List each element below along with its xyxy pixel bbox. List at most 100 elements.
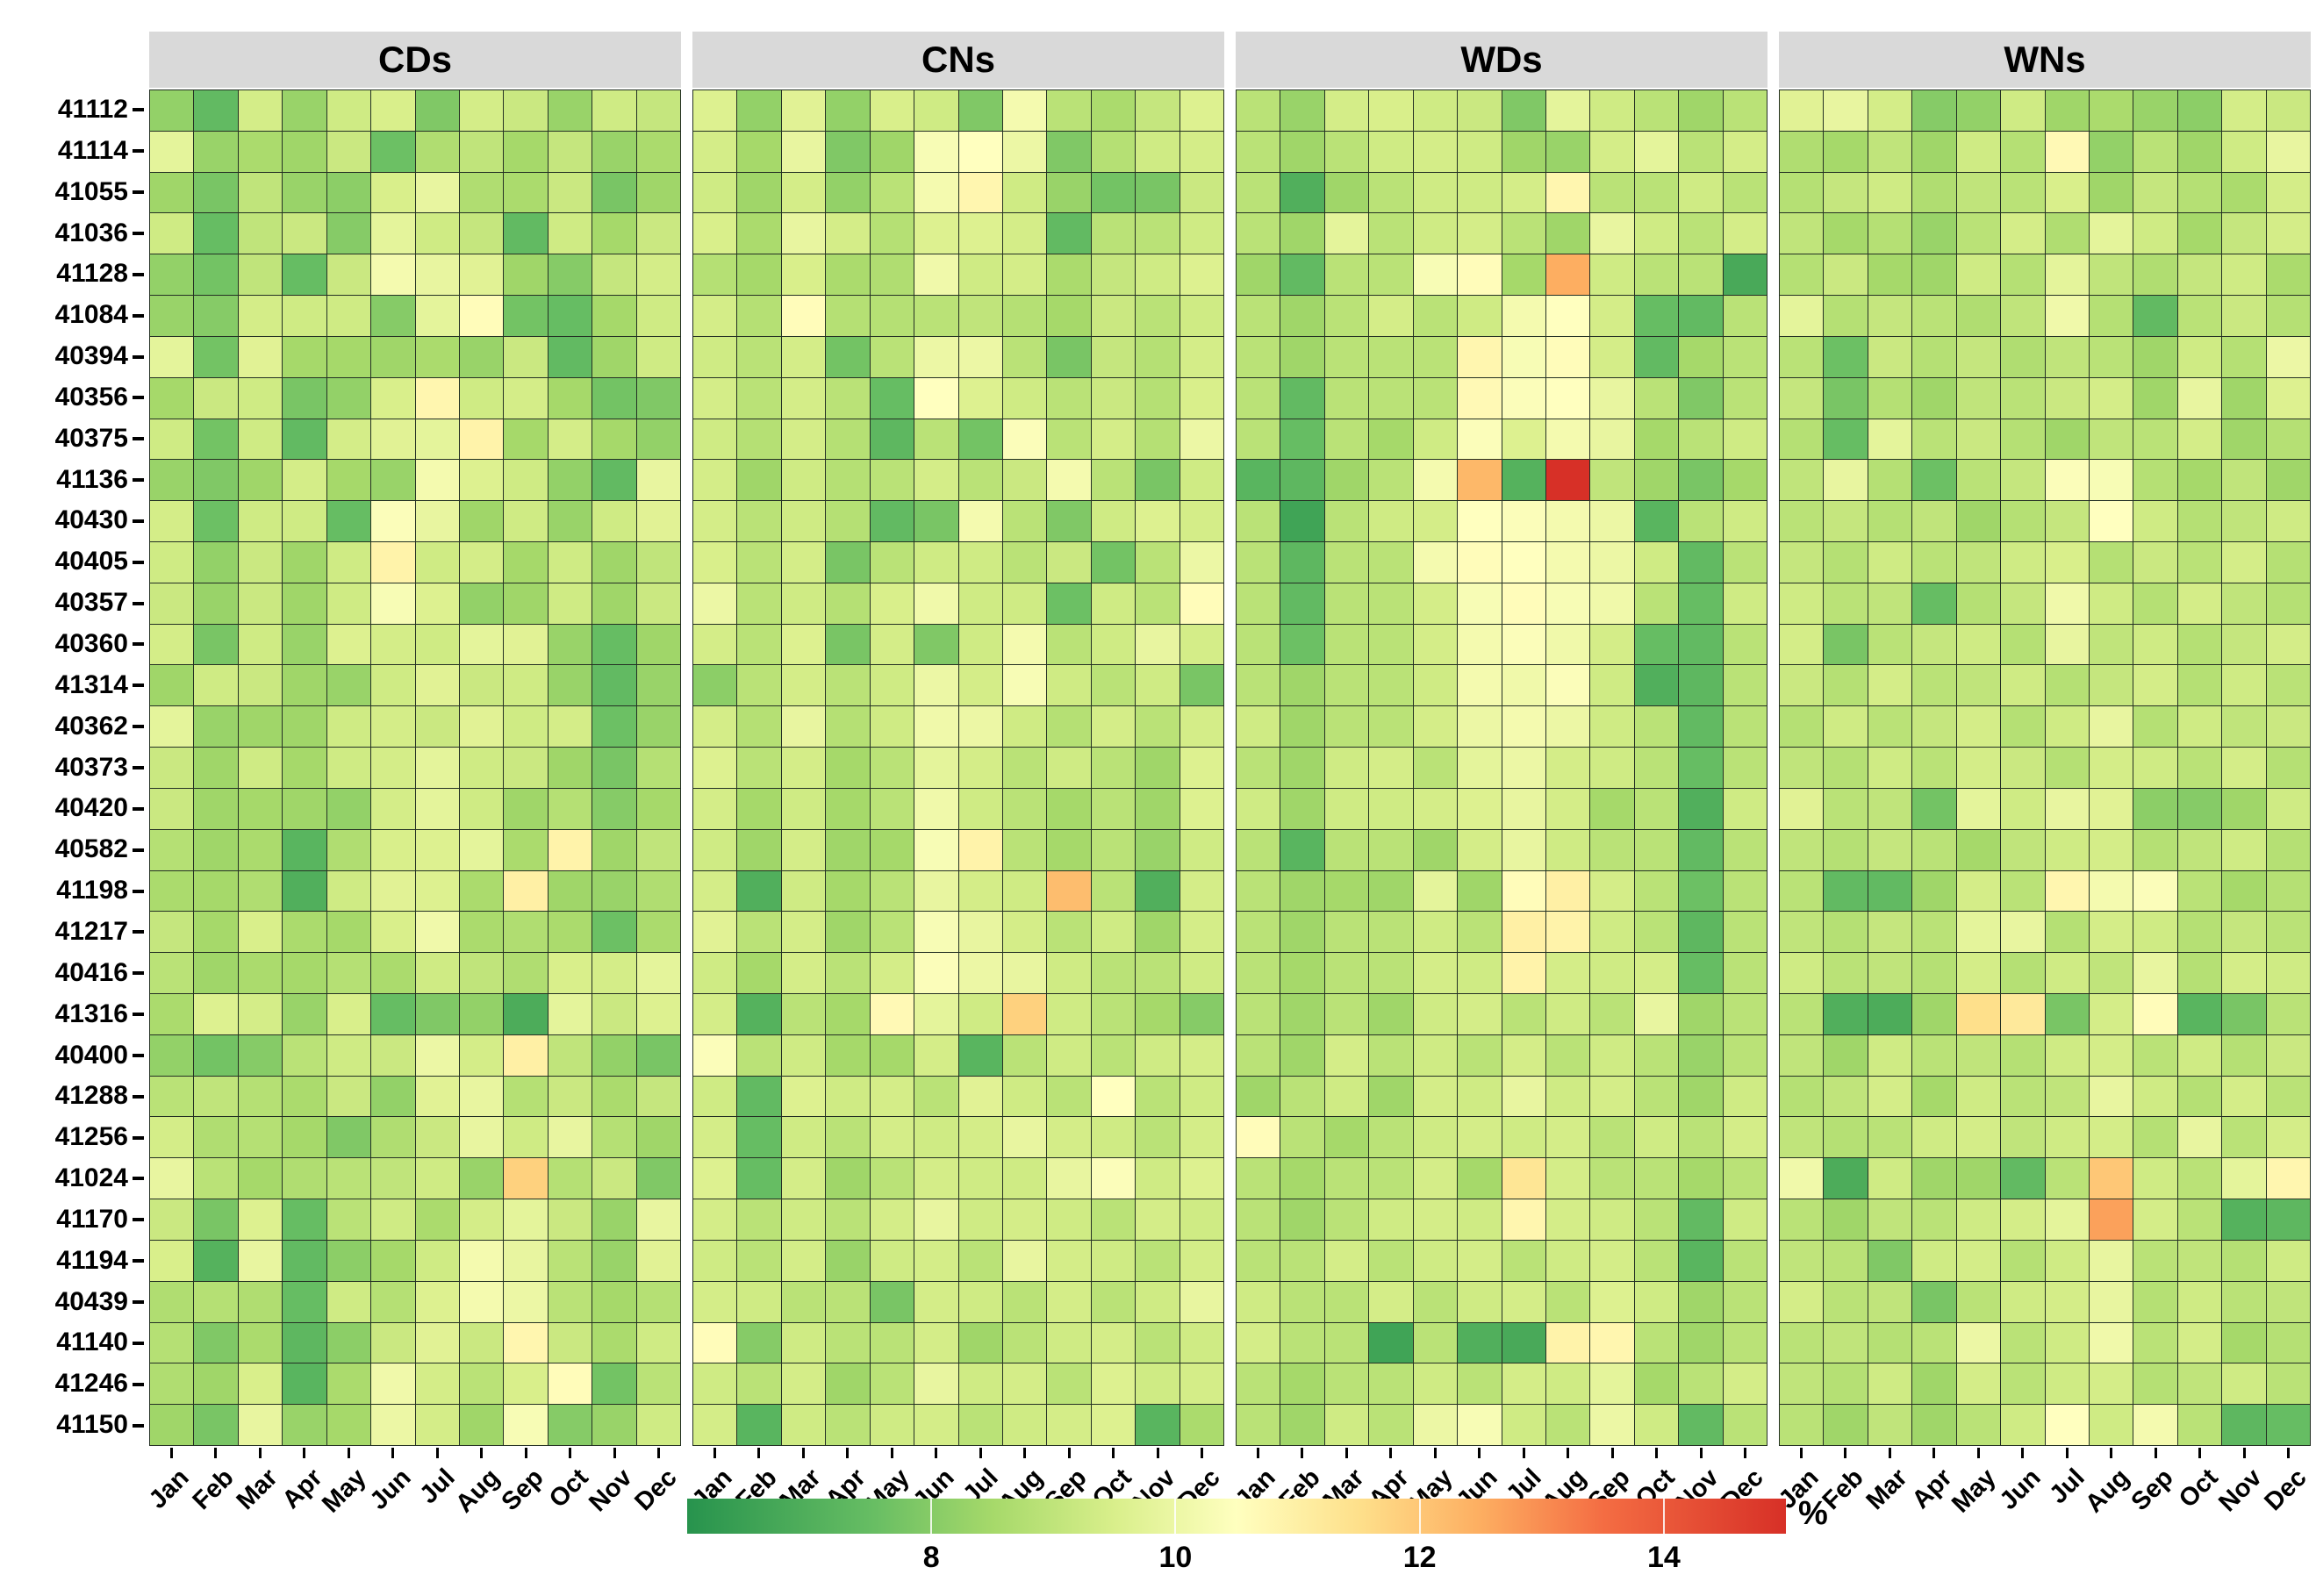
y-axis-label: 40362 [54,711,128,741]
heatmap-cell [2177,1199,2222,1240]
heatmap-cell [283,788,326,829]
heatmap-cell [1002,460,1047,501]
heatmap-cell [371,788,415,829]
heatmap-cell [1324,953,1369,993]
heatmap-cell [326,665,371,706]
heatmap-cell [636,912,680,953]
heatmap-cell [1280,1034,1324,1076]
heatmap-cell [1002,1117,1047,1158]
heatmap-cell [1634,1199,1679,1240]
heatmap-cell [1002,377,1047,419]
heatmap-cell [1868,131,1912,172]
heatmap-cell [1002,541,1047,583]
heatmap-cell [2222,953,2266,993]
heatmap-cell [1590,912,1634,953]
heatmap-cell [914,336,958,377]
heatmap-cell [826,1076,870,1117]
heatmap-cell [1047,213,1091,254]
heatmap-cell [415,336,459,377]
heatmap-cell [1868,1363,1912,1405]
heatmap-cell [781,829,826,870]
heatmap-cell [1002,1034,1047,1076]
heatmap-cell [636,706,680,748]
heatmap-cell [1324,1076,1369,1117]
heatmap-cell [2222,829,2266,870]
heatmap-cell [737,748,781,788]
heatmap-cell [238,993,283,1034]
heatmap-cell [1545,296,1590,336]
heatmap-cell [781,706,826,748]
heatmap-cell [1679,583,1723,624]
heatmap-cell [870,912,914,953]
heatmap-cell [150,1363,194,1405]
heatmap-cell [1545,953,1590,993]
heatmap-cell [1324,993,1369,1034]
heatmap-cell [1237,541,1280,583]
heatmap-cell [1824,377,1868,419]
heatmap-cell [1180,296,1223,336]
heatmap-cell [870,541,914,583]
heatmap-cell [958,1158,1002,1199]
heatmap-cell [1324,1281,1369,1322]
heatmap-cell [194,870,238,912]
heatmap-cell [1502,131,1545,172]
heatmap-cell [1723,336,1767,377]
heatmap-cell [1956,90,2001,131]
heatmap-cell [636,131,680,172]
heatmap-cell [1136,1034,1180,1076]
y-axis-tick [133,1382,144,1386]
heatmap-cell [1047,419,1091,460]
heatmap-cell [1723,1240,1767,1281]
heatmap-cell [2089,1405,2133,1445]
heatmap-cell [194,1034,238,1076]
heatmap-cell [1868,172,1912,213]
heatmap-cell [737,665,781,706]
heatmap-cell [504,788,548,829]
heatmap-cell [238,213,283,254]
heatmap-cell [693,90,737,131]
heatmap-cell [636,377,680,419]
x-axis-tick [757,1448,761,1458]
y-axis-label: 41316 [54,998,128,1028]
heatmap-cell [459,1199,504,1240]
heatmap-cell [1590,1117,1634,1158]
x-axis-tick [713,1448,716,1458]
y-axis-tick [133,272,144,276]
heatmap-cell [326,624,371,665]
heatmap-cell [592,336,636,377]
heatmap-cell [283,624,326,665]
heatmap-cell [1180,131,1223,172]
heatmap-cell [1679,296,1723,336]
heatmap-cell [150,90,194,131]
facet-strip: WDs [1236,32,1767,88]
heatmap-cell [459,90,504,131]
heatmap-cell [1912,541,1956,583]
heatmap-cell [2266,131,2310,172]
heatmap-cell [1634,254,1679,296]
heatmap-cell [548,583,592,624]
heatmap-cell [2222,541,2266,583]
heatmap-cell [1413,336,1458,377]
heatmap-cell [1047,993,1091,1034]
heatmap-cell [2045,583,2089,624]
heatmap-cell [1545,377,1590,419]
heatmap-cell [1545,624,1590,665]
heatmap-cell [1369,296,1413,336]
heatmap-cell [2001,541,2045,583]
heatmap-cell [2222,296,2266,336]
heatmap-cell [914,583,958,624]
heatmap-cell [150,788,194,829]
heatmap-cell [150,1158,194,1199]
heatmap-cell [2266,336,2310,377]
heatmap-cell [1369,993,1413,1034]
heatmap-cell [1868,1117,1912,1158]
heatmap-cell [504,131,548,172]
x-axis-tick [1256,1448,1259,1458]
heatmap-cell [1502,953,1545,993]
heatmap-cell [636,501,680,541]
heatmap-cell [2089,254,2133,296]
heatmap-cell [150,377,194,419]
heatmap-cell [1956,1034,2001,1076]
heatmap-cell [283,953,326,993]
heatmap-cell [238,665,283,706]
